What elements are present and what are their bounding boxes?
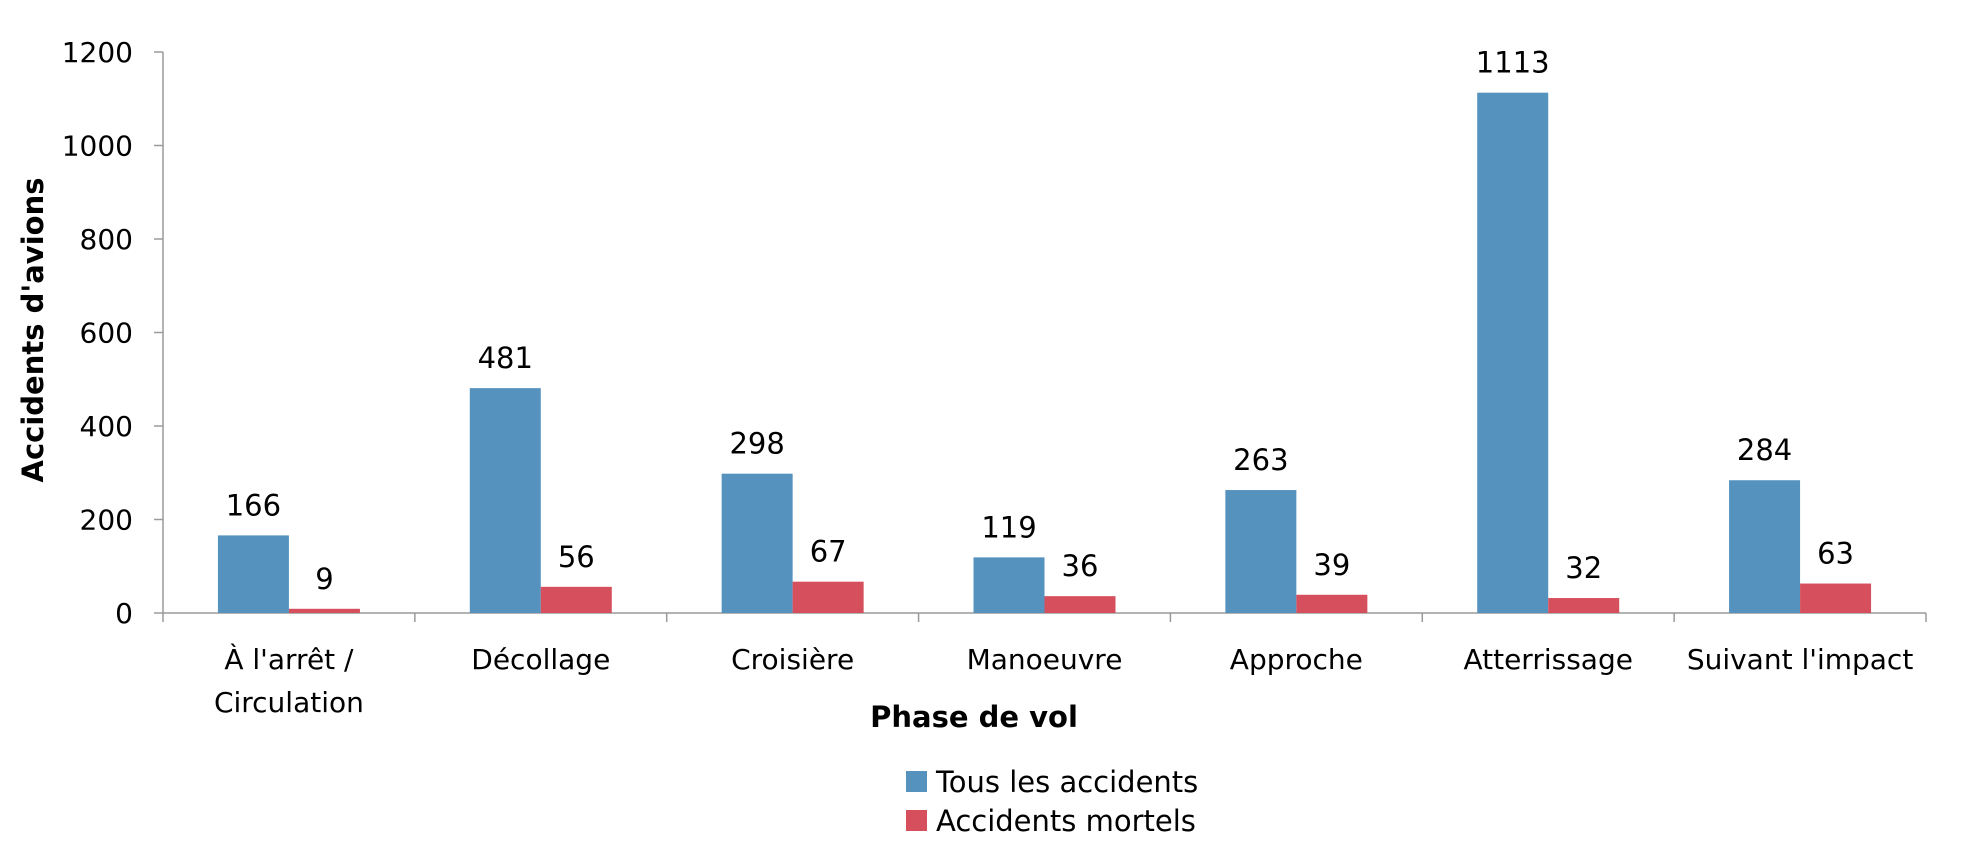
category-label: Atterrissage — [1463, 643, 1633, 676]
legend-label: Tous les accidents — [935, 765, 1198, 799]
category-label: Décollage — [471, 643, 610, 676]
data-label: 166 — [226, 488, 281, 522]
category-label: Croisière — [731, 643, 854, 676]
y-tick-label: 800 — [80, 223, 133, 256]
y-tick-label: 200 — [80, 504, 133, 537]
bar — [973, 557, 1045, 613]
y-tick-label: 1000 — [62, 130, 133, 163]
bar — [217, 535, 289, 613]
bar — [1548, 598, 1620, 613]
legend: Tous les accidents Accidents mortels — [906, 765, 1198, 838]
bar — [1477, 92, 1549, 614]
data-label: 39 — [1313, 548, 1350, 582]
category-label: Manoeuvre — [967, 643, 1123, 676]
axes — [154, 51, 1927, 622]
bar — [1800, 583, 1872, 613]
bar — [721, 473, 793, 613]
y-axis-title: Accidents d'avions — [16, 178, 50, 483]
bar — [1296, 594, 1368, 613]
legend-swatch — [906, 771, 927, 792]
y-tick-label: 400 — [80, 410, 133, 443]
data-label: 9 — [315, 562, 333, 596]
category-labels: À l'arrêt / Circulation Décollage Croisière… — [214, 642, 1913, 719]
data-label: 284 — [1737, 433, 1792, 467]
x-axis-title: Phase de vol — [870, 700, 1078, 734]
category-label: Circulation — [214, 686, 364, 719]
data-label: 481 — [478, 341, 533, 375]
bar — [1729, 480, 1801, 613]
data-label: 32 — [1565, 551, 1602, 585]
bar — [1225, 490, 1297, 613]
data-label: 263 — [1233, 443, 1288, 477]
category-label: Approche — [1230, 643, 1363, 676]
bar — [469, 388, 541, 613]
data-label: 119 — [981, 510, 1036, 544]
data-labels: 166 9 481 56 298 67 119 36 263 39 1113 32 284 63 — [226, 46, 1854, 596]
y-tick-label: 0 — [115, 597, 133, 630]
data-label: 36 — [1062, 549, 1099, 583]
bar — [540, 586, 612, 613]
bar — [288, 608, 360, 613]
category-label: À l'arrêt / — [224, 642, 354, 676]
legend-label: Accidents mortels — [936, 804, 1196, 838]
y-tick-label: 1200 — [62, 36, 133, 69]
data-label: 56 — [558, 540, 595, 574]
data-label: 1113 — [1476, 46, 1550, 80]
data-label: 298 — [729, 427, 784, 461]
y-tick-label: 600 — [80, 317, 133, 350]
data-label: 67 — [810, 535, 847, 569]
data-label: 63 — [1817, 537, 1854, 571]
category-label: Suivant l'impact — [1687, 643, 1914, 676]
bar — [792, 581, 864, 613]
bar — [1044, 596, 1116, 613]
bars — [217, 92, 1872, 614]
legend-swatch — [906, 810, 927, 831]
y-tick-labels: 0 200 400 600 800 1000 1200 — [62, 36, 133, 630]
